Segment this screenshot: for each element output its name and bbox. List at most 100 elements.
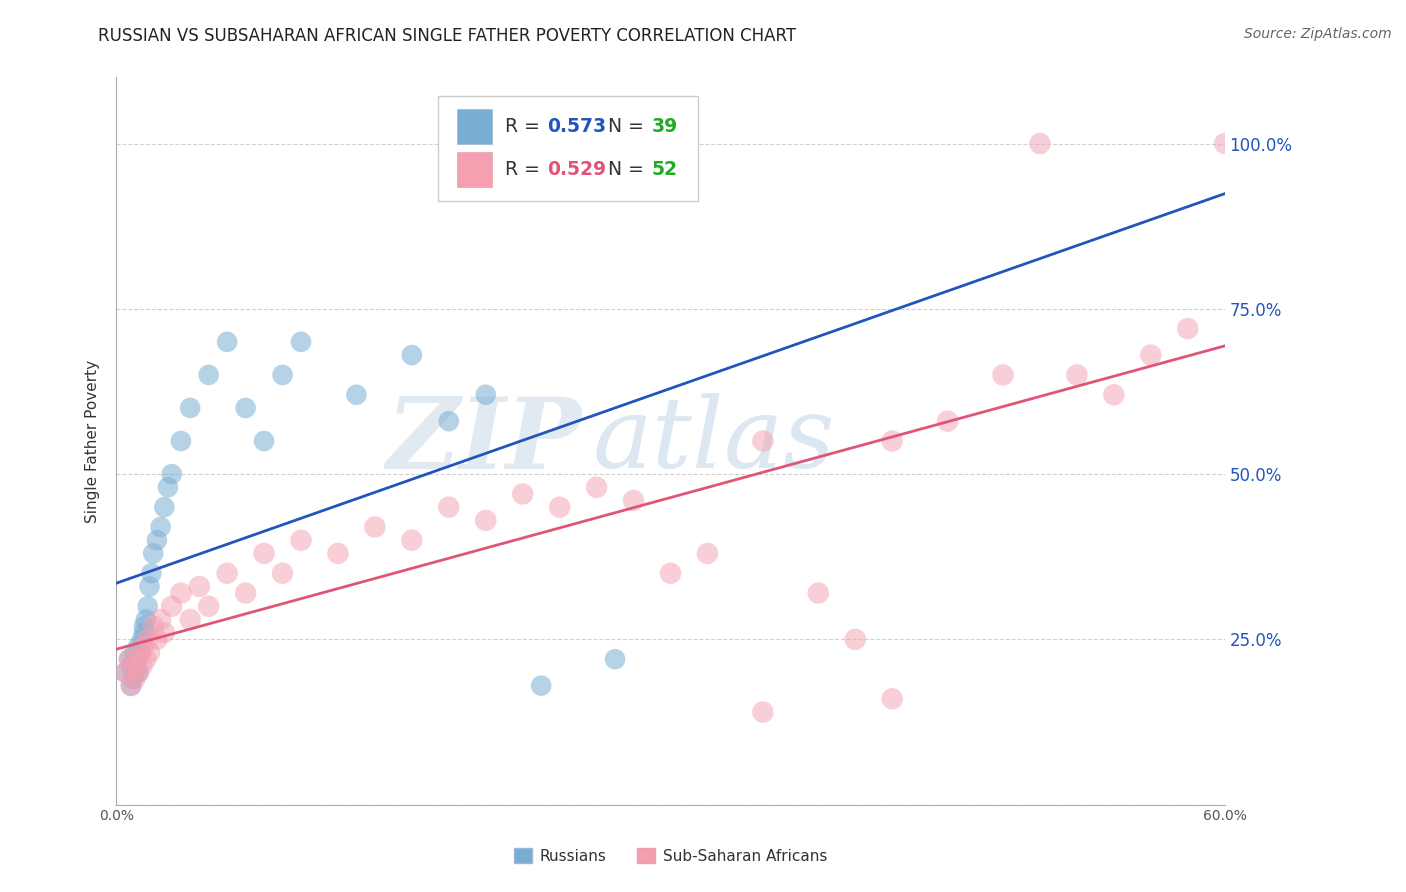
Text: RUSSIAN VS SUBSAHARAN AFRICAN SINGLE FATHER POVERTY CORRELATION CHART: RUSSIAN VS SUBSAHARAN AFRICAN SINGLE FAT… bbox=[98, 27, 797, 45]
Point bbox=[585, 480, 607, 494]
Point bbox=[197, 368, 219, 382]
Point bbox=[1029, 136, 1052, 151]
Point bbox=[179, 401, 201, 415]
Point bbox=[170, 434, 193, 448]
Point bbox=[197, 599, 219, 614]
Text: ZIP: ZIP bbox=[387, 392, 582, 490]
Point bbox=[882, 691, 904, 706]
Point bbox=[125, 652, 148, 666]
Point bbox=[882, 434, 904, 448]
Point bbox=[125, 658, 148, 673]
Point bbox=[160, 467, 183, 481]
Point bbox=[290, 533, 312, 548]
Point bbox=[936, 414, 959, 428]
Point bbox=[474, 513, 496, 527]
Point bbox=[752, 705, 775, 719]
Point bbox=[235, 586, 257, 600]
Text: N =: N = bbox=[596, 161, 650, 179]
Y-axis label: Single Father Poverty: Single Father Poverty bbox=[86, 359, 100, 523]
Text: 52: 52 bbox=[651, 161, 678, 179]
Point bbox=[149, 520, 172, 534]
Point bbox=[122, 672, 145, 686]
Point bbox=[253, 434, 276, 448]
Point bbox=[1102, 388, 1125, 402]
Point bbox=[132, 639, 155, 653]
Point bbox=[530, 679, 553, 693]
Point bbox=[659, 566, 682, 581]
Point bbox=[131, 632, 153, 647]
Point bbox=[120, 679, 142, 693]
Text: 0.573: 0.573 bbox=[547, 117, 606, 136]
Point bbox=[696, 546, 718, 560]
Point bbox=[160, 599, 183, 614]
Point bbox=[1140, 348, 1163, 362]
Point bbox=[512, 487, 534, 501]
Point bbox=[271, 566, 294, 581]
Point bbox=[127, 639, 149, 653]
Point bbox=[129, 646, 152, 660]
Text: atlas: atlas bbox=[593, 393, 835, 489]
Point bbox=[1066, 368, 1088, 382]
Point bbox=[120, 679, 142, 693]
Text: N =: N = bbox=[596, 117, 650, 136]
Point bbox=[217, 566, 239, 581]
Point bbox=[149, 613, 172, 627]
Point bbox=[474, 388, 496, 402]
Point bbox=[807, 586, 830, 600]
Point bbox=[217, 334, 239, 349]
Point bbox=[326, 546, 349, 560]
Point bbox=[118, 652, 141, 666]
Point bbox=[1213, 136, 1236, 151]
Point bbox=[179, 613, 201, 627]
Point bbox=[603, 652, 626, 666]
Point bbox=[141, 566, 163, 581]
Text: R =: R = bbox=[505, 117, 546, 136]
FancyBboxPatch shape bbox=[457, 153, 492, 187]
Point bbox=[253, 546, 276, 560]
Point bbox=[136, 599, 159, 614]
FancyBboxPatch shape bbox=[457, 110, 492, 145]
Point bbox=[844, 632, 866, 647]
Point bbox=[364, 520, 387, 534]
Point bbox=[125, 652, 148, 666]
Point bbox=[156, 480, 179, 494]
Point bbox=[170, 586, 193, 600]
Point bbox=[437, 500, 460, 515]
Point bbox=[135, 652, 157, 666]
Point bbox=[146, 632, 169, 647]
Point bbox=[124, 672, 146, 686]
Point bbox=[135, 613, 157, 627]
Point bbox=[131, 658, 153, 673]
Point bbox=[142, 546, 165, 560]
Point bbox=[122, 658, 145, 673]
Point bbox=[142, 619, 165, 633]
Point bbox=[138, 579, 160, 593]
Point bbox=[146, 533, 169, 548]
Point bbox=[991, 368, 1014, 382]
Legend: Russians, Sub-Saharan Africans: Russians, Sub-Saharan Africans bbox=[508, 841, 834, 870]
Point bbox=[548, 500, 571, 515]
Point bbox=[132, 619, 155, 633]
Point bbox=[127, 665, 149, 680]
Point bbox=[153, 625, 176, 640]
Point bbox=[188, 579, 211, 593]
Point bbox=[127, 665, 149, 680]
Point bbox=[124, 646, 146, 660]
Point bbox=[132, 625, 155, 640]
Point bbox=[124, 665, 146, 680]
Text: Source: ZipAtlas.com: Source: ZipAtlas.com bbox=[1244, 27, 1392, 41]
Point bbox=[153, 500, 176, 515]
Point bbox=[235, 401, 257, 415]
Text: R =: R = bbox=[505, 161, 546, 179]
Point bbox=[1177, 321, 1199, 335]
Point bbox=[129, 646, 152, 660]
Point bbox=[114, 665, 136, 680]
Text: 39: 39 bbox=[651, 117, 678, 136]
Point bbox=[271, 368, 294, 382]
Point bbox=[136, 632, 159, 647]
FancyBboxPatch shape bbox=[437, 95, 699, 201]
Text: 0.529: 0.529 bbox=[547, 161, 606, 179]
Point bbox=[120, 658, 142, 673]
Point bbox=[752, 434, 775, 448]
Point bbox=[346, 388, 368, 402]
